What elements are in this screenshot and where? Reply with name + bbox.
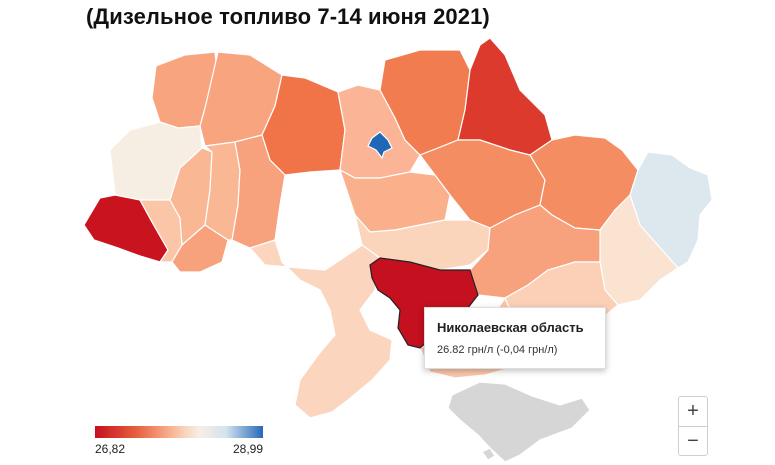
zoom-divider <box>679 426 707 427</box>
region-odesa[interactable] <box>248 239 393 419</box>
zoom-in-button[interactable]: + <box>687 400 699 422</box>
region-sumy[interactable] <box>457 37 553 156</box>
color-legend: 26,82 28,99 <box>95 426 263 456</box>
region-tooltip: Николаевская область 26.82 грн/л (-0,04 … <box>424 307 606 369</box>
region-kyiv-city[interactable] <box>367 131 393 160</box>
region-sevastopol[interactable] <box>481 447 496 461</box>
region-zhytomyr[interactable] <box>261 74 346 176</box>
region-kyiv-oblast[interactable] <box>337 84 421 179</box>
region-crimea[interactable] <box>447 381 591 463</box>
tooltip-region-value: 26.82 грн/л (-0,04 грн/л) <box>437 344 558 356</box>
legend-max-label: 28,99 <box>232 442 263 456</box>
legend-gradient-bar <box>95 426 263 438</box>
legend-min-label: 26,82 <box>95 442 126 456</box>
region-chernivtsi[interactable] <box>171 224 229 273</box>
zoom-control: + − <box>678 396 708 456</box>
zoom-out-button[interactable]: − <box>687 430 699 452</box>
tooltip-region-name: Николаевская область <box>437 320 584 335</box>
map-title: (Дизельное топливо 7-14 июня 2021) <box>86 4 490 29</box>
